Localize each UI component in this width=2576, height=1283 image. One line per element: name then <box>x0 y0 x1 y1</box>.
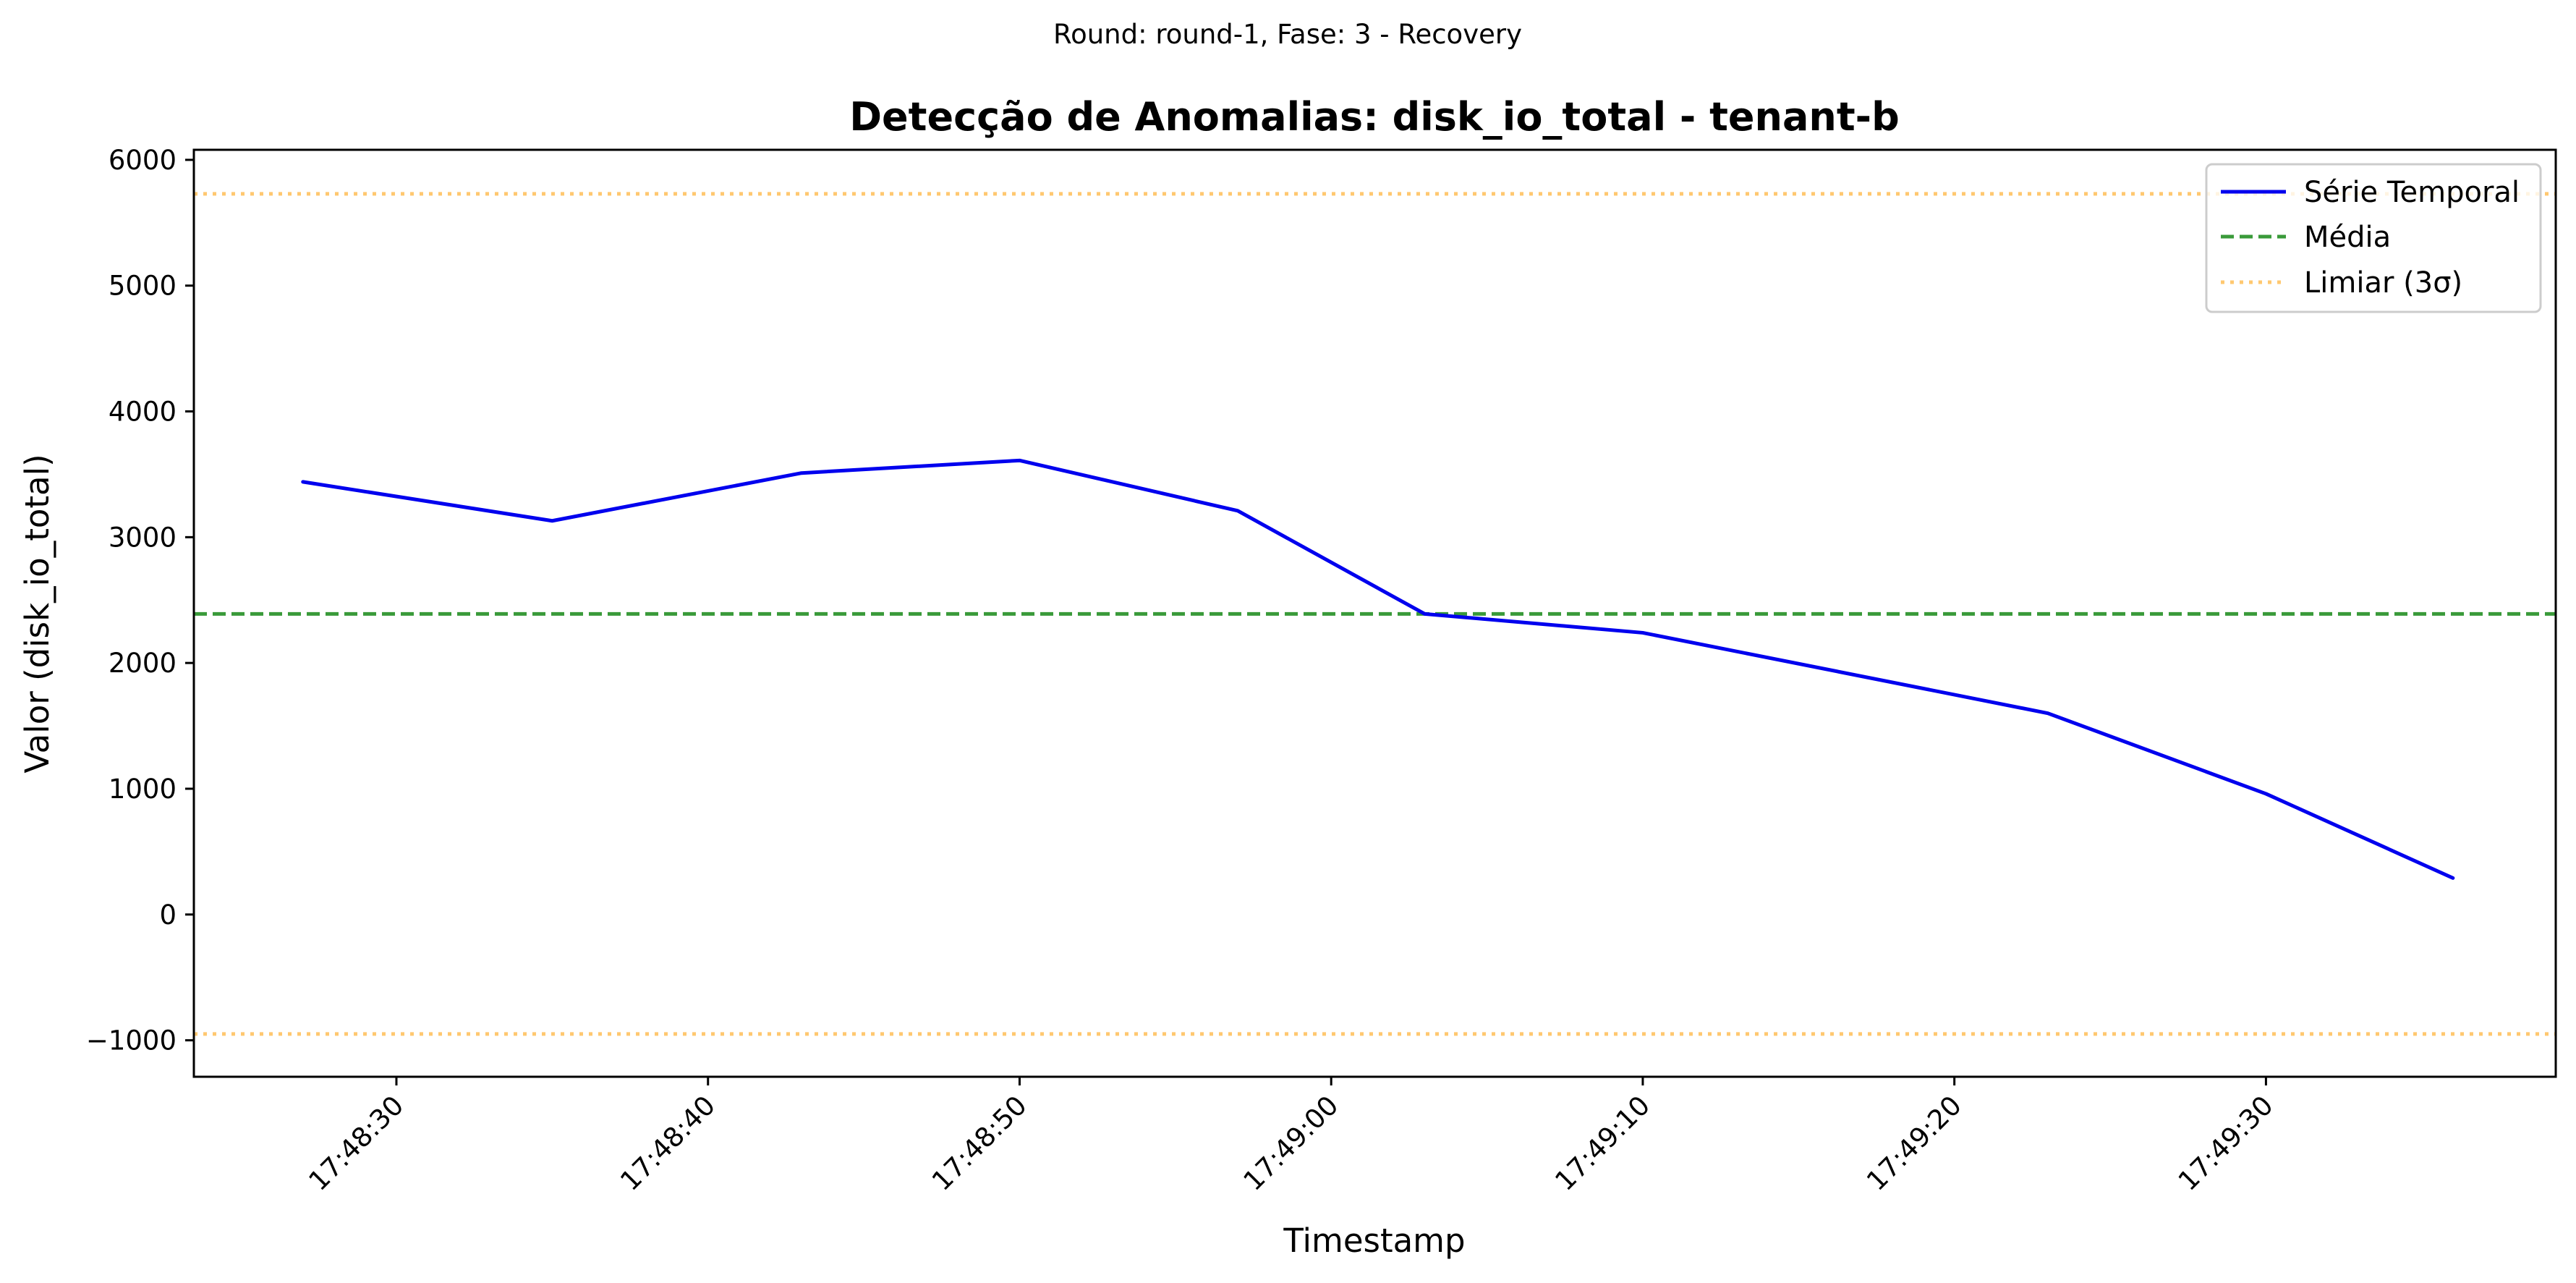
legend-label-limiar: Limiar (3σ) <box>2304 266 2462 300</box>
x-tick-label: 17:49:10 <box>1549 1090 1656 1197</box>
x-axis-label: Timestamp <box>1283 1221 1465 1260</box>
x-tick-label: 17:48:40 <box>614 1090 721 1197</box>
y-tick-label: 6000 <box>109 145 177 176</box>
x-tick-label: 17:49:00 <box>1238 1090 1345 1197</box>
y-tick-label: 5000 <box>109 271 177 302</box>
x-tick-label: 17:49:30 <box>2172 1090 2279 1197</box>
legend-label-media: Média <box>2304 221 2391 254</box>
x-tick-label: 17:48:50 <box>926 1090 1033 1197</box>
y-tick-label: 1000 <box>109 774 177 805</box>
x-tick-label: 17:49:20 <box>1861 1090 1968 1197</box>
y-tick-label: 4000 <box>109 397 177 428</box>
y-tick-label: −1000 <box>86 1025 177 1057</box>
plot-area-frame <box>192 148 2557 1078</box>
legend-box <box>2205 163 2542 313</box>
series-group <box>301 458 2455 880</box>
y-tick-label: 0 <box>159 899 177 931</box>
reference-lines <box>194 192 2556 1036</box>
x-tick-label: 17:48:30 <box>302 1090 409 1197</box>
y-axis-label: Valor (disk_io_total) <box>18 454 56 773</box>
y-tick-label: 2000 <box>109 648 177 679</box>
y-tick-label: 3000 <box>109 522 177 553</box>
series-line-0 <box>301 458 2455 880</box>
legend-label-series: Série Temporal <box>2304 176 2520 209</box>
chart-title: Detecção de Anomalias: disk_io_total - t… <box>849 94 1900 140</box>
x-axis: 17:48:30 17:48:40 17:48:50 17:49:00 17:49:10… <box>302 1077 2279 1197</box>
legend: Série Temporal Média Limiar (3σ) <box>2205 163 2542 313</box>
chart-suptitle: Round: round-1, Fase: 3 - Recovery <box>1053 19 1522 50</box>
y-axis: 6000 5000 4000 3000 2000 1000 0 −1000 <box>86 145 194 1057</box>
